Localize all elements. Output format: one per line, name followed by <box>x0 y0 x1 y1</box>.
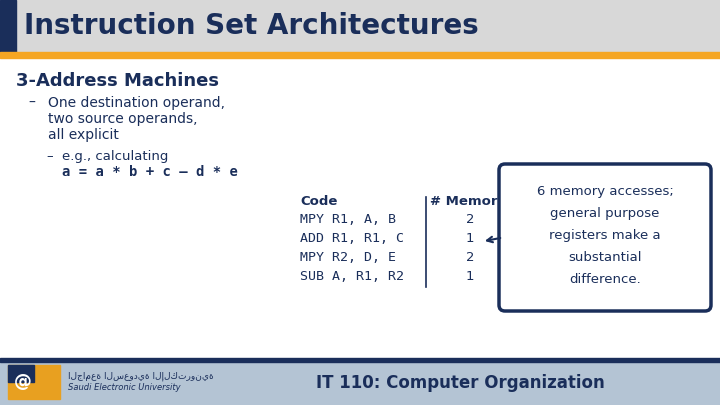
Text: Instruction Set Architectures: Instruction Set Architectures <box>24 12 479 40</box>
Text: general purpose: general purpose <box>550 207 660 220</box>
Text: ADD R1, R1, C: ADD R1, R1, C <box>300 232 404 245</box>
Text: Saudi Electronic University: Saudi Electronic University <box>68 383 181 392</box>
Text: –: – <box>46 150 53 163</box>
Text: One destination operand,: One destination operand, <box>48 96 225 110</box>
Text: MPY R2, D, E: MPY R2, D, E <box>300 251 396 264</box>
Text: 3-Address Machines: 3-Address Machines <box>16 72 219 90</box>
Text: difference.: difference. <box>569 273 641 286</box>
Bar <box>0 362 720 405</box>
Text: two source operands,: two source operands, <box>48 112 197 126</box>
Text: a = a * b + c – d * e: a = a * b + c – d * e <box>62 165 238 179</box>
Bar <box>8 365 34 382</box>
Text: Code: Code <box>300 195 338 208</box>
Text: registers make a: registers make a <box>549 229 661 242</box>
Text: SUB A, R1, R2: SUB A, R1, R2 <box>300 270 404 283</box>
FancyBboxPatch shape <box>499 164 711 311</box>
Text: IT 110: Computer Organization: IT 110: Computer Organization <box>315 375 604 392</box>
Bar <box>8 365 60 399</box>
Bar <box>0 52 720 58</box>
Text: all explicit: all explicit <box>48 128 119 142</box>
Text: 6 memory accesses;: 6 memory accesses; <box>536 185 673 198</box>
Text: 1: 1 <box>466 232 474 245</box>
Text: substantial: substantial <box>568 251 642 264</box>
Text: MPY R1, A, B: MPY R1, A, B <box>300 213 396 226</box>
Text: 2: 2 <box>466 213 474 226</box>
Bar <box>0 0 16 52</box>
Text: الجامعة السعودية الإلكترونية: الجامعة السعودية الإلكترونية <box>68 372 214 382</box>
Text: –: – <box>28 96 35 110</box>
Bar <box>0 358 720 362</box>
Text: 2: 2 <box>466 251 474 264</box>
Text: # Memory Refs: # Memory Refs <box>430 195 544 208</box>
Text: 1: 1 <box>466 270 474 283</box>
Text: e.g., calculating: e.g., calculating <box>62 150 168 163</box>
Bar <box>0 0 720 52</box>
Text: @: @ <box>14 373 32 391</box>
